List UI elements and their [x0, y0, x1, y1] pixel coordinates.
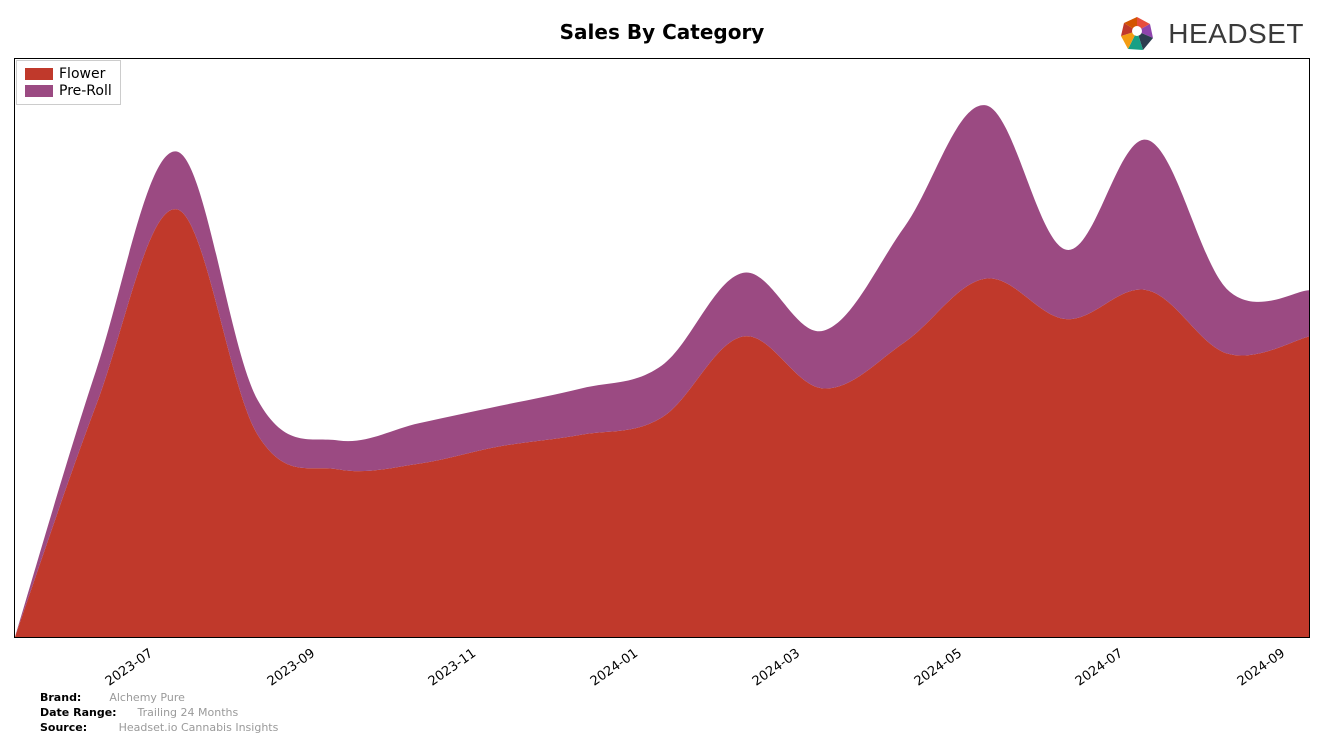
legend: Flower Pre-Roll [16, 60, 121, 105]
meta-daterange-label: Date Range: [40, 706, 117, 721]
x-tick-label: 2024-09 [1235, 646, 1288, 689]
meta-row: Brand: Alchemy Pure [40, 691, 278, 706]
legend-label: Flower [59, 66, 105, 82]
brand-logo-text: HEADSET [1168, 18, 1304, 50]
legend-item: Flower [25, 66, 112, 82]
legend-swatch [25, 85, 53, 97]
meta-daterange-value: Trailing 24 Months [138, 706, 239, 719]
legend-label: Pre-Roll [59, 83, 112, 99]
chart-root: Sales By Category HEADSET Flower Pre-Rol… [0, 0, 1324, 744]
brand-logo: HEADSET [1116, 12, 1304, 56]
meta-source-label: Source: [40, 721, 87, 736]
meta-brand-label: Brand: [40, 691, 81, 706]
x-tick-label: 2024-01 [588, 646, 641, 689]
meta-source-value: Headset.io Cannabis Insights [119, 721, 279, 734]
area-chart-svg [15, 59, 1309, 637]
x-tick-label: 2024-03 [750, 646, 803, 689]
meta-row: Source: Headset.io Cannabis Insights [40, 721, 278, 736]
legend-swatch [25, 68, 53, 80]
meta-row: Date Range: Trailing 24 Months [40, 706, 278, 721]
headset-logo-icon [1116, 13, 1158, 55]
x-tick-label: 2023-11 [426, 646, 479, 689]
legend-item: Pre-Roll [25, 83, 112, 99]
x-tick-label: 2023-07 [103, 646, 156, 689]
x-tick-label: 2023-09 [264, 646, 317, 689]
x-tick-label: 2024-07 [1073, 646, 1126, 689]
x-tick-label: 2024-05 [911, 646, 964, 689]
plot-area [14, 58, 1310, 638]
meta-brand-value: Alchemy Pure [109, 691, 185, 704]
chart-metadata: Brand: Alchemy Pure Date Range: Trailing… [40, 691, 278, 736]
